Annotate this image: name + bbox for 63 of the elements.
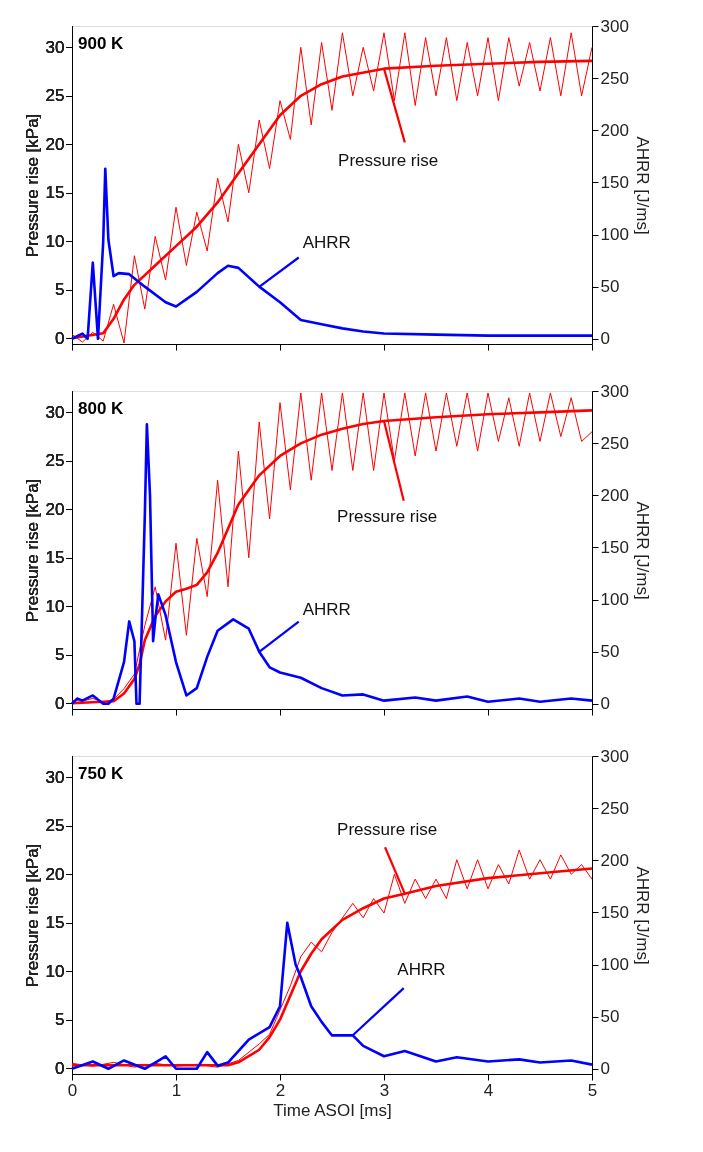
y-tick-label: 30 [45,767,65,787]
y2-tick-label: 0 [600,694,610,714]
y-axis-title: Pressure rise [kPa] [22,843,42,988]
x-tick-label: 1 [171,1080,182,1100]
y-axis-title: Pressure rise [kPa] [22,113,42,258]
y2-tick-label: 100 [600,955,629,975]
annotation: 800 K [78,399,125,418]
y-tick-label: 5 [55,1010,65,1030]
y2-tick-label: 150 [600,537,629,557]
y2-tick-label: 100 [600,590,629,610]
y2-axis-title: AHRR [J/ms] [632,501,652,600]
x-axis-title: Time ASOI [ms] [273,1100,392,1120]
y-tick-label: 15 [45,913,65,933]
annotation: Pressure rise [337,819,438,839]
y-tick-label: 10 [45,961,65,981]
y-tick-label: 25 [45,816,65,836]
y-tick-label: 5 [55,645,65,665]
y2-tick-label: 300 [600,16,629,36]
y2-tick-label: 50 [600,277,620,297]
y-tick-label: 20 [45,864,65,884]
y2-tick-label: 300 [600,381,629,401]
y-tick-label: 30 [45,37,65,57]
y2-tick-label: 300 [600,746,629,766]
y2-tick-label: 250 [600,68,629,88]
y-tick-label: 0 [55,328,65,348]
annotation: 900 K [78,34,125,53]
y2-tick-label: 100 [600,225,629,245]
x-tick-label: 2 [275,1080,286,1100]
y2-tick-label: 200 [600,485,629,505]
y2-tick-label: 50 [600,642,620,662]
y2-tick-label: 250 [600,798,629,818]
y-tick-label: 20 [45,134,65,154]
y2-tick-label: 150 [600,172,629,192]
y-tick-label: 15 [45,548,65,568]
y2-tick-label: 0 [600,1059,610,1079]
y-tick-label: 15 [45,183,65,203]
y2-tick-label: 50 [600,1007,620,1027]
x-tick-label: 5 [587,1080,598,1100]
y-tick-label: 0 [55,1058,65,1078]
y2-tick-label: 200 [600,850,629,870]
y2-tick-label: 150 [600,902,629,922]
y2-tick-label: 250 [600,433,629,453]
y2-axis-title: AHRR [J/ms] [632,866,652,965]
x-tick-label: 4 [483,1080,494,1100]
y2-tick-label: 200 [600,120,629,140]
x-tick-label: 3 [379,1080,390,1100]
y-tick-label: 25 [45,451,65,471]
annotation: AHRR [397,959,446,979]
y-tick-label: 30 [45,402,65,422]
annotation: 750 K [78,764,125,783]
y-tick-label: 0 [55,693,65,713]
annotation: Pressure rise [338,150,439,170]
y2-tick-label: 0 [600,329,610,349]
y-tick-label: 10 [45,231,65,251]
y-tick-label: 25 [45,86,65,106]
y-tick-label: 20 [45,499,65,519]
annotation: AHRR [302,600,351,620]
y-tick-label: 5 [55,280,65,300]
annotation: Pressure rise [337,506,438,526]
annotation: AHRR [302,232,351,252]
y-tick-label: 10 [45,596,65,616]
y2-axis-title: AHRR [J/ms] [632,136,652,235]
y-axis-title: Pressure rise [kPa] [22,478,42,623]
